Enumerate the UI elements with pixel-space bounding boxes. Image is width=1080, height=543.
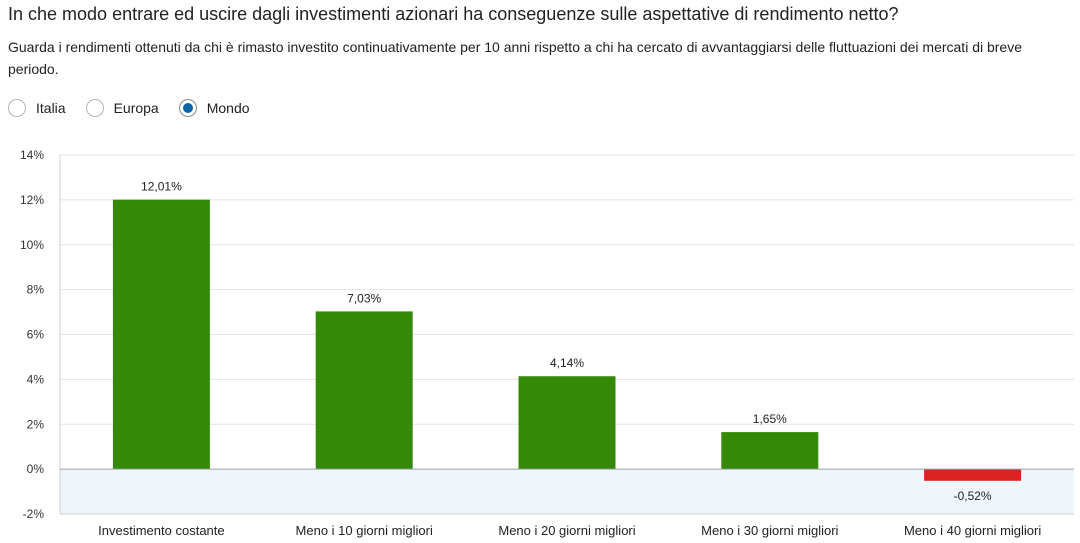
y-tick-label: 6% [27,328,45,342]
region-radio-group: Italia Europa Mondo [8,99,270,117]
radio-option-mondo[interactable]: Mondo [178,99,250,117]
data-label: 1,65% [753,412,787,426]
x-tick-label: Investimento costante [98,523,224,538]
bar [518,376,616,470]
radio-circle-icon[interactable] [85,99,104,117]
radio-option-europa[interactable]: Europa [85,99,159,117]
radio-label-italia: Italia [36,100,66,116]
data-label: 12,01% [141,180,182,194]
y-tick-label: 12% [20,193,44,207]
x-tick-label: Meno i 20 giorni migliori [498,523,635,538]
data-label: 4,14% [550,356,584,370]
y-tick-label: 14% [20,148,44,162]
x-tick-label: Meno i 30 giorni migliori [701,523,838,538]
radio-selected-dot-icon [182,103,193,113]
radio-option-italia[interactable]: Italia [8,99,66,117]
bar [924,469,1022,481]
y-tick-label: 0% [27,462,45,476]
negative-area-background [60,469,1074,514]
y-tick-label: 4% [27,372,45,386]
radio-circle-checked-icon[interactable] [178,99,197,117]
radio-label-europa: Europa [113,100,159,116]
bar [315,311,413,470]
y-tick-label: 10% [20,238,44,252]
bar [721,432,819,470]
y-tick-label: 2% [27,417,45,431]
y-tick-label: 8% [27,283,45,297]
page-subtitle: Guarda i rendimenti ottenuti da chi è ri… [8,39,1023,77]
page-title: In che modo entrare ed uscire dagli inve… [8,4,899,24]
bar [112,199,210,470]
data-label: 7,03% [347,291,381,305]
radio-circle-icon[interactable] [8,99,26,117]
radio-label-mondo: Mondo [206,100,250,116]
y-tick-label: -2% [23,507,45,521]
x-tick-label: Meno i 40 giorni migliori [904,523,1041,538]
x-tick-label: Meno i 10 giorni migliori [296,523,433,538]
data-label: -0,52% [954,489,992,503]
